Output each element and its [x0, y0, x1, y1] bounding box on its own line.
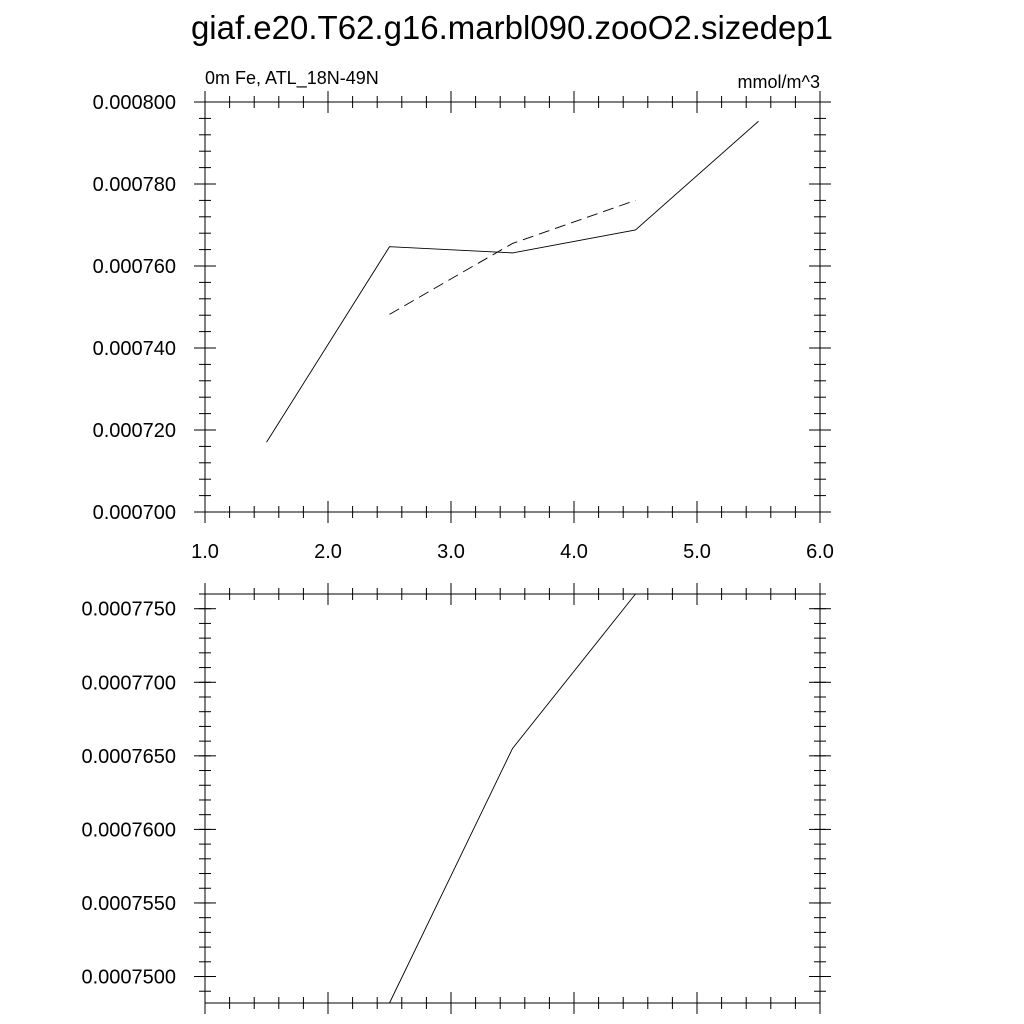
y-tick-label: 0.0007500 — [81, 967, 176, 989]
y-tick-label: 0.0007700 — [81, 672, 176, 694]
y-tick-label: 0.0007550 — [81, 893, 176, 915]
plot-frame — [204, 593, 821, 1004]
series-line-1 — [266, 120, 759, 443]
panel-units-label: mmol/m^3 — [738, 72, 820, 92]
y-tick-label: 0.0007600 — [81, 819, 176, 841]
y-tick-label: 0.000740 — [93, 338, 176, 360]
x-tick-label: 6.0 — [806, 541, 834, 563]
x-tick-label: 4.0 — [560, 541, 588, 563]
x-tick-label: 1.0 — [191, 541, 219, 563]
y-tick-label: 0.000760 — [93, 256, 176, 278]
series-line-1 — [389, 593, 636, 1004]
y-tick-label: 0.000800 — [93, 92, 176, 114]
chart-panel-2: 0.0007500 0.0007550 0.0007600 0.0007650 0.00… — [81, 583, 831, 1014]
x-tick-label: 2.0 — [314, 541, 342, 563]
x-tick-label: 3.0 — [437, 541, 465, 563]
plot-frame — [204, 101, 821, 513]
series-line-2 — [389, 199, 636, 315]
y-tick-label: 0.000700 — [93, 502, 176, 524]
y-tick-label: 0.0007650 — [81, 746, 176, 768]
chart-panel-1: 0.000700 0.000720 0.000740 0.000760 0.000780… — [93, 68, 834, 563]
y-tick-label: 0.000720 — [93, 420, 176, 442]
y-tick-label: 0.000780 — [93, 174, 176, 196]
y-tick-label: 0.0007750 — [81, 599, 176, 621]
page-title: giaf.e20.T62.g16.marbl090.zooO2.sizedep1 — [190, 9, 834, 46]
x-tick-label: 5.0 — [683, 541, 711, 563]
panel-region-label: 0m Fe, ATL_18N-49N — [205, 68, 379, 89]
